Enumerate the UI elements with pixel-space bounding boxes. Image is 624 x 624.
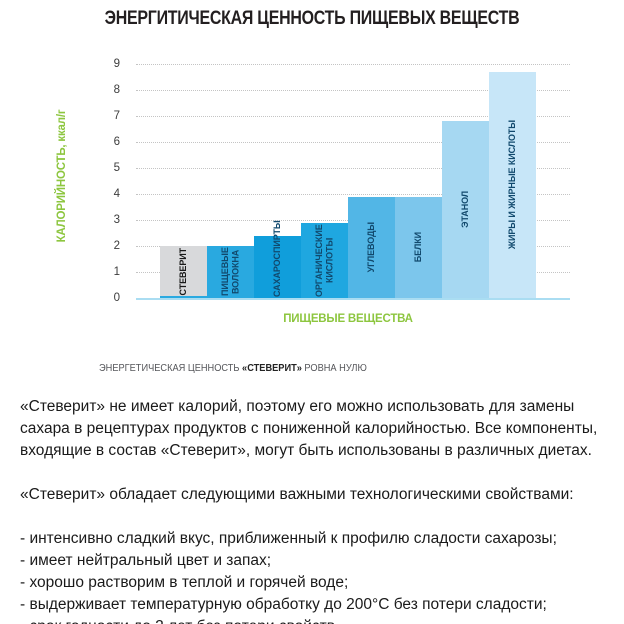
bar-steverit: СТЕВЕРИТ — [160, 246, 207, 298]
y-tick-label: 4 — [113, 188, 120, 200]
caption-brand: «СТЕВЕРИТ» — [242, 362, 302, 374]
y-tick-label: 3 — [113, 214, 120, 226]
bar-sugar-alcohols: САХАРОСПИРТЫ — [254, 220, 301, 298]
property-item: - имеет нейтральный цвет и запах; — [20, 552, 272, 569]
page-title: ЭНЕРГИТИЧЕСКАЯ ЦЕННОСТЬ ПИЩЕВЫХ ВЕЩЕСТВ — [104, 8, 520, 29]
property-item: - хорошо растворим в теплой и горячей во… — [20, 574, 349, 591]
x-axis-title: ПИЩЕВЫЕ ВЕЩЕСТВА — [283, 313, 413, 325]
y-tick-label: 5 — [113, 162, 120, 174]
property-item: - интенсивно сладкий вкус, приближенный … — [20, 530, 557, 547]
paragraph-properties-intro: «Стеверит» обладает следующими важными т… — [20, 486, 574, 503]
gridline — [136, 64, 570, 65]
y-tick-label: 6 — [113, 136, 120, 148]
paragraph-calories: «Стеверит» не имеет калорий, поэтому его… — [20, 398, 598, 459]
bar-carbohydrates: УГЛЕВОДЫ — [348, 197, 395, 298]
property-item: - срок годности до 2 лет без потери свой… — [20, 616, 610, 624]
bar-steverit-value-strip — [160, 296, 207, 298]
y-tick-label: 7 — [113, 110, 120, 122]
bar-ethanol: ЭТАНОЛ — [442, 121, 489, 298]
gridline — [136, 168, 570, 169]
bar-label-fats-and-fatty-acids: ЖИРЫ И ЖИРНЫЕ КИСЛОТЫ — [507, 120, 518, 250]
body-text: «Стеверит» не имеет калорий, поэтому его… — [20, 396, 610, 624]
bar-label-sugar-alcohols: САХАРОСПИРТЫ — [272, 220, 283, 297]
bar-dietary-fiber: ПИЩЕВЫЕ ВОЛОКНА — [207, 246, 254, 298]
y-tick-label: 2 — [113, 240, 120, 252]
bar-proteins: БЕЛКИ — [395, 197, 442, 298]
y-tick-label: 1 — [113, 266, 120, 278]
y-tick-label: 8 — [113, 84, 120, 96]
bar-label-dietary-fiber: ПИЩЕВЫЕ ВОЛОКНА — [220, 247, 241, 297]
gridline — [136, 194, 570, 195]
y-tick-label: 0 — [113, 292, 120, 304]
bar-label-steverit: СТЕВЕРИТ — [178, 248, 189, 296]
bar-fats-and-fatty-acids: ЖИРЫ И ЖИРНЫЕ КИСЛОТЫ — [489, 72, 536, 298]
y-tick-label: 9 — [113, 58, 120, 70]
chart-caption: ЭНЕРГЕТИЧЕСКАЯ ЦЕННОСТЬ «СТЕВЕРИТ» РОВНА… — [99, 362, 367, 374]
bars-group: СТЕВЕРИТ ПИЩЕВЫЕ ВОЛОКНА САХАРОСПИРТЫ ОРГАН… — [160, 72, 536, 298]
bar-label-carbohydrates: УГЛЕВОДЫ — [366, 222, 377, 273]
bar-organic-acids: ОРГАНИЧЕСКИЕ КИСЛОТЫ — [301, 223, 348, 298]
bar-label-proteins: БЕЛКИ — [413, 232, 424, 263]
properties-list: - интенсивно сладкий вкус, приближенный … — [20, 528, 610, 624]
bar-label-organic-acids: ОРГАНИЧЕСКИЕ КИСЛОТЫ — [314, 224, 335, 297]
gridline — [136, 116, 570, 117]
caption-suffix: РОВНА НУЛЮ — [301, 362, 367, 374]
plot-area: 0 1 2 3 4 5 6 7 8 9 СТЕВЕРИТ ПИЩЕВЫЕ ВОЛОКНА САХАРОС… — [114, 58, 570, 304]
gridline — [136, 90, 570, 91]
gridline — [136, 142, 570, 143]
y-axis-title: КАЛОРИЙНОСТЬ, ккал/г — [56, 109, 68, 243]
property-item: - выдерживает температурную обработку до… — [20, 596, 547, 613]
x-axis-line — [136, 298, 570, 300]
caption-prefix: ЭНЕРГЕТИЧЕСКАЯ ЦЕННОСТЬ — [99, 362, 243, 374]
bar-label-ethanol: ЭТАНОЛ — [460, 191, 471, 228]
